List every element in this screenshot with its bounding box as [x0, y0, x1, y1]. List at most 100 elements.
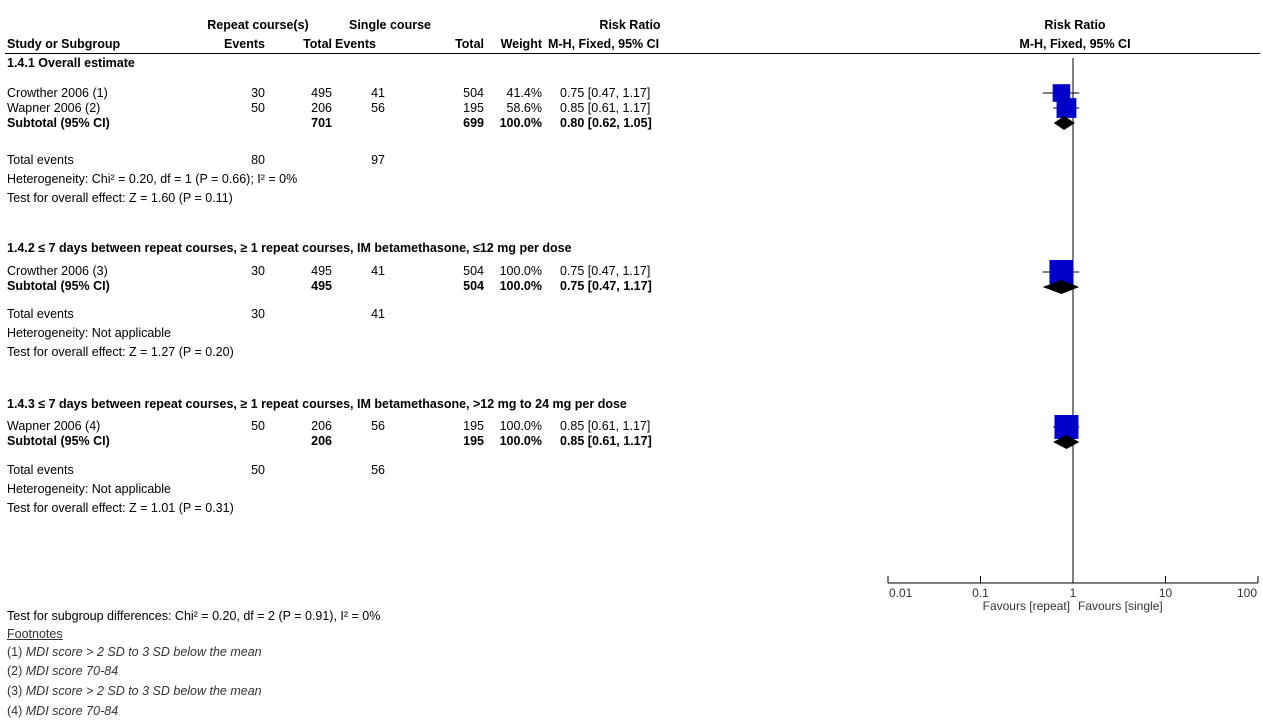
- footnotes-title: Footnotes: [7, 627, 63, 641]
- total-single: 504: [463, 86, 484, 100]
- overall-effect-text: Test for overall effect: Z = 1.01 (P = 0…: [7, 501, 234, 515]
- header-weight: Weight: [500, 37, 542, 51]
- events-repeat: 30: [251, 264, 265, 278]
- total-events-label: Total events: [7, 307, 74, 321]
- header-method: M-H, Fixed, 95% CI: [548, 37, 660, 51]
- footnote-number: (4): [7, 704, 26, 718]
- heterogeneity-text: Heterogeneity: Chi² = 0.20, df = 1 (P = …: [7, 172, 298, 186]
- events-single: 56: [371, 419, 385, 433]
- subtotal-total-single: 504: [463, 279, 484, 293]
- footnote-text: MDI score 70-84: [25, 664, 119, 678]
- subtotal-ci: 0.80 [0.62, 1.05]: [560, 116, 652, 130]
- study-square: [1052, 84, 1071, 102]
- footnote-number: (3): [7, 684, 26, 698]
- subgroup-title: 1.4.3 ≤ 7 days between repeat courses, ≥…: [7, 397, 627, 411]
- x-tick-label: 100: [1237, 586, 1257, 600]
- ci-value: 0.75 [0.47, 1.17]: [560, 86, 651, 100]
- total-single: 195: [463, 419, 484, 433]
- subtotal-total-single: 699: [463, 116, 484, 130]
- total-events-repeat: 30: [251, 307, 265, 321]
- header-risk-ratio: Risk Ratio: [599, 18, 661, 32]
- header-total-single: Total: [455, 37, 484, 51]
- total-events-repeat: 80: [251, 153, 265, 167]
- header-events-single: Events: [335, 37, 376, 51]
- subtotal-label: Subtotal (95% CI): [7, 279, 110, 293]
- footnote-number: (1): [7, 645, 26, 659]
- weight-value: 100.0%: [499, 264, 542, 278]
- weight-value: 41.4%: [506, 86, 542, 100]
- events-repeat: 50: [251, 419, 265, 433]
- footnote-text: MDI score 70-84: [25, 704, 119, 718]
- total-repeat: 206: [311, 101, 332, 115]
- subtotal-total-repeat: 495: [311, 279, 332, 293]
- total-single: 504: [463, 264, 484, 278]
- header-rule: [5, 53, 1260, 54]
- subgroup-title: 1.4.2 ≤ 7 days between repeat courses, ≥…: [7, 241, 572, 255]
- subtotal-total-repeat: 701: [311, 116, 332, 130]
- subgroup-differences-text: Test for subgroup differences: Chi² = 0.…: [7, 609, 381, 623]
- x-tick-label: 0.1: [972, 586, 989, 600]
- plot-header-method: M-H, Fixed, 95% CI: [1019, 37, 1131, 51]
- study-name: Crowther 2006 (1): [7, 86, 108, 100]
- total-single: 195: [463, 101, 484, 115]
- total-repeat: 495: [311, 86, 332, 100]
- weight-value: 58.6%: [506, 101, 542, 115]
- favours-right-label: Favours [single]: [1078, 599, 1163, 613]
- ci-value: 0.85 [0.61, 1.17]: [560, 419, 651, 433]
- x-tick-label: 0.01: [889, 586, 913, 600]
- subtotal-diamond: [1042, 280, 1080, 294]
- events-repeat: 50: [251, 101, 265, 115]
- events-single: 41: [371, 264, 385, 278]
- events-repeat: 30: [251, 86, 265, 100]
- subgroup-title: 1.4.1 Overall estimate: [7, 56, 135, 70]
- weight-value: 100.0%: [499, 419, 542, 433]
- heterogeneity-text: Heterogeneity: Not applicable: [7, 326, 171, 340]
- footnote-item: (3) MDI score > 2 SD to 3 SD below the m…: [7, 684, 262, 699]
- header-total-repeat: Total: [303, 37, 332, 51]
- header-group-repeat: Repeat course(s): [207, 18, 309, 32]
- study-name: Wapner 2006 (4): [7, 419, 101, 433]
- header-events-repeat: Events: [224, 37, 265, 51]
- total-events-single: 56: [371, 463, 385, 477]
- total-events-label: Total events: [7, 463, 74, 477]
- subtotal-weight: 100.0%: [499, 116, 542, 130]
- ci-value: 0.75 [0.47, 1.17]: [560, 264, 651, 278]
- total-events-label: Total events: [7, 153, 74, 167]
- heterogeneity-text: Heterogeneity: Not applicable: [7, 482, 171, 496]
- study-name: Crowther 2006 (3): [7, 264, 108, 278]
- header-study: Study or Subgroup: [7, 37, 121, 51]
- header-group-single: Single course: [349, 18, 431, 32]
- x-tick-label: 10: [1159, 586, 1173, 600]
- favours-left-label: Favours [repeat]: [983, 599, 1070, 613]
- ci-value: 0.85 [0.61, 1.17]: [560, 101, 651, 115]
- subtotal-weight: 100.0%: [499, 434, 542, 448]
- overall-effect-text: Test for overall effect: Z = 1.27 (P = 0…: [7, 345, 234, 359]
- subtotal-weight: 100.0%: [499, 279, 542, 293]
- study-square: [1056, 98, 1077, 118]
- study-name: Wapner 2006 (2): [7, 101, 101, 115]
- footnote-item: (1) MDI score > 2 SD to 3 SD below the m…: [7, 645, 262, 660]
- subtotal-ci: 0.75 [0.47, 1.17]: [560, 279, 652, 293]
- total-events-repeat: 50: [251, 463, 265, 477]
- total-repeat: 206: [311, 419, 332, 433]
- subtotal-diamond: [1053, 116, 1075, 130]
- events-single: 41: [371, 86, 385, 100]
- x-tick-label: 1: [1070, 586, 1077, 600]
- total-events-single: 41: [371, 307, 385, 321]
- footnote-item: (2) MDI score 70-84: [7, 664, 118, 679]
- subtotal-label: Subtotal (95% CI): [7, 434, 110, 448]
- plot-header-risk-ratio: Risk Ratio: [1044, 18, 1106, 32]
- total-events-single: 97: [371, 153, 385, 167]
- subtotal-diamond: [1053, 435, 1080, 449]
- overall-effect-text: Test for overall effect: Z = 1.60 (P = 0…: [7, 191, 233, 205]
- subtotal-total-repeat: 206: [311, 434, 332, 448]
- subtotal-total-single: 195: [463, 434, 484, 448]
- footnote-number: (2): [7, 664, 26, 678]
- subtotal-label: Subtotal (95% CI): [7, 116, 110, 130]
- footnote-text: MDI score > 2 SD to 3 SD below the mean: [25, 684, 262, 698]
- footnote-text: MDI score > 2 SD to 3 SD below the mean: [25, 645, 262, 659]
- events-single: 56: [371, 101, 385, 115]
- subtotal-ci: 0.85 [0.61, 1.17]: [560, 434, 652, 448]
- footnote-item: (4) MDI score 70-84: [7, 704, 118, 719]
